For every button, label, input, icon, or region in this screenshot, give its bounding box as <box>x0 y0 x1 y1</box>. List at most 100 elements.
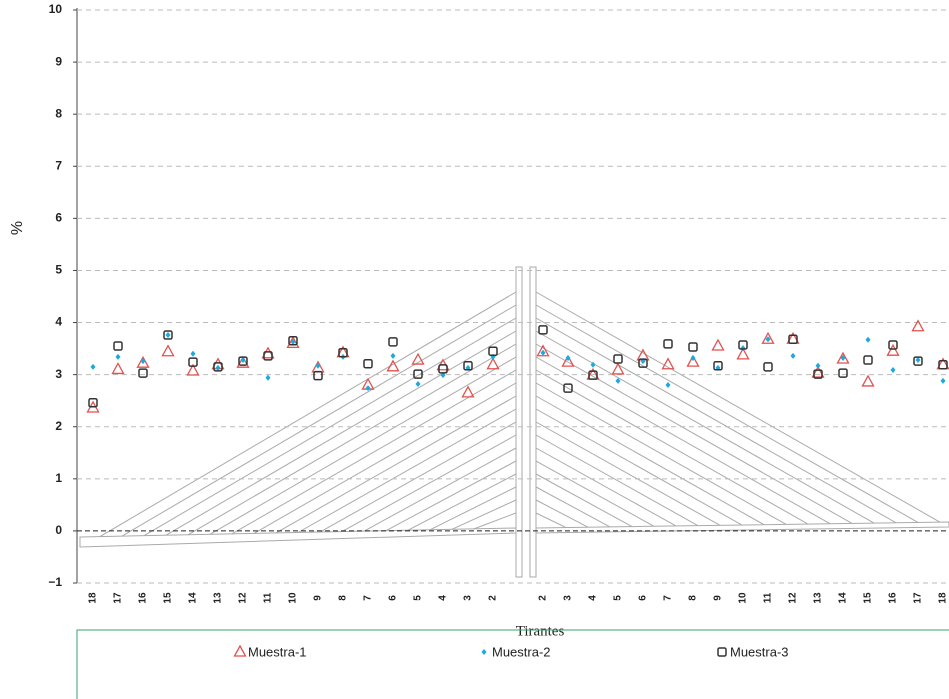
diamond-marker <box>540 349 546 356</box>
triangle-marker <box>236 355 250 368</box>
tower <box>529 266 537 578</box>
cable <box>535 434 699 527</box>
cable <box>253 382 517 534</box>
diamond-marker <box>240 357 246 364</box>
diamond-marker <box>815 362 821 369</box>
square-marker <box>463 361 473 371</box>
triangle-marker <box>561 354 575 367</box>
square-marker <box>288 336 298 346</box>
cable <box>385 460 517 532</box>
diamond-marker <box>765 336 771 343</box>
diamond-marker <box>290 338 296 345</box>
x-tick-label: 13 <box>213 592 224 604</box>
diamond-marker <box>315 362 321 369</box>
x-tick-label: 5 <box>613 595 624 601</box>
x-tick-label: 16 <box>138 592 149 604</box>
square-marker <box>688 342 698 352</box>
legend-label: Muestra-1 <box>248 644 307 659</box>
triangle-marker <box>711 338 725 351</box>
x-tick-label: 7 <box>363 595 374 601</box>
x-tick-label: 10 <box>288 592 299 604</box>
diamond-marker <box>665 382 671 389</box>
diamond-marker <box>390 352 396 359</box>
square-marker <box>338 348 348 358</box>
cable <box>297 408 517 533</box>
square-marker <box>888 340 898 350</box>
x-tick-label: 12 <box>788 592 799 604</box>
diamond-marker <box>440 372 446 379</box>
square-marker <box>388 337 398 347</box>
y-tick-label: 10 <box>49 2 63 16</box>
x-axis-label: Tirantes <box>516 623 565 639</box>
x-tick-label: 3 <box>463 595 474 601</box>
diamond-marker <box>415 381 421 388</box>
cable <box>535 317 897 524</box>
square-marker <box>238 356 248 366</box>
cable <box>535 382 787 525</box>
y-tick-label: 9 <box>55 54 62 68</box>
triangle-marker <box>186 363 200 376</box>
cable <box>535 473 633 528</box>
square-marker <box>138 368 148 378</box>
triangle-marker <box>386 359 400 372</box>
triangle-marker <box>111 362 125 375</box>
triangle-marker <box>686 354 700 367</box>
x-tick-label: 2 <box>538 595 549 601</box>
x-tick-label: 9 <box>313 595 324 601</box>
x-tick-label: 15 <box>163 592 174 604</box>
x-tick-label: 17 <box>113 592 124 604</box>
cable <box>363 447 517 532</box>
square-marker <box>863 355 873 365</box>
x-tick-label: 7 <box>663 595 674 601</box>
square-marker <box>938 359 948 370</box>
x-tick-label: 11 <box>263 592 274 603</box>
triangle-marker <box>886 343 900 356</box>
y-axis-label: % <box>9 221 26 235</box>
cable <box>319 421 517 533</box>
cable <box>187 343 517 536</box>
square-marker <box>413 369 423 379</box>
diamond-marker <box>190 350 196 357</box>
y-tick-label: 7 <box>55 158 62 172</box>
square-marker <box>263 351 273 361</box>
triangle-marker <box>486 357 500 370</box>
cable <box>535 369 809 525</box>
diamond-marker <box>790 352 796 359</box>
y-tick-label: −1 <box>48 575 62 589</box>
square-marker <box>438 364 448 374</box>
diamond-marker <box>365 385 371 392</box>
legend-box <box>76 629 949 699</box>
y-tick-label: 3 <box>55 367 62 381</box>
diamond-marker <box>865 336 871 343</box>
x-tick-label: 4 <box>438 595 449 601</box>
square-marker <box>788 334 798 344</box>
cable <box>473 512 517 530</box>
square-marker <box>88 398 98 408</box>
square-marker <box>213 362 223 372</box>
cable <box>535 512 567 529</box>
triangle-marker <box>161 344 175 357</box>
cable <box>99 291 517 538</box>
square-marker <box>913 356 923 366</box>
cable <box>535 499 589 528</box>
triangle-marker <box>611 362 625 375</box>
y-tick-label: 0 <box>55 523 62 537</box>
square-marker <box>188 357 198 367</box>
x-tick-label: 14 <box>188 592 199 604</box>
square-marker <box>713 361 723 371</box>
diamond-marker <box>565 354 571 361</box>
triangle-marker <box>661 357 675 370</box>
triangle-marker <box>761 331 775 344</box>
triangle-marker <box>233 644 247 657</box>
square-marker <box>838 368 848 378</box>
square-marker <box>763 362 773 372</box>
x-tick-label: 13 <box>813 592 824 604</box>
y-tick-label: 2 <box>55 419 62 433</box>
diamond-marker <box>590 361 596 368</box>
cable <box>429 486 517 531</box>
triangle-marker <box>911 319 925 332</box>
triangle-marker <box>811 365 825 378</box>
diamond-marker <box>140 358 146 365</box>
y-tick-label: 5 <box>55 263 62 277</box>
tower <box>515 266 523 578</box>
